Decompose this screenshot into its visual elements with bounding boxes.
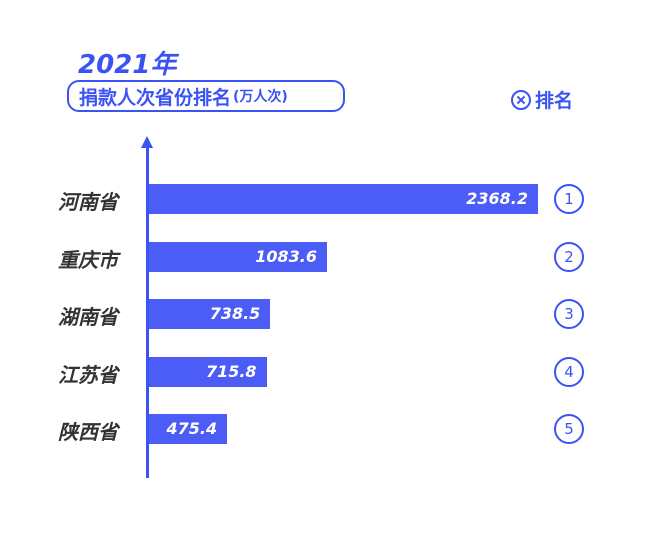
chart-title: 捐款人次省份排名 [79, 86, 232, 109]
chart-title-box: 捐款人次省份排名 (万人次) [67, 80, 345, 112]
rank-badge: 5 [554, 414, 584, 444]
axis-arrow-icon [141, 136, 153, 148]
cross-circle-icon [511, 89, 531, 110]
chart-row: 陕西省 475.4 5 [0, 414, 648, 444]
category-label: 湖南省 [58, 305, 118, 329]
category-label: 河南省 [58, 190, 118, 214]
bar-value-label: 738.5 [209, 304, 261, 323]
bar-value-label: 715.8 [205, 361, 257, 381]
y-axis-line [146, 146, 149, 478]
category-label: 重庆市 [58, 247, 118, 272]
bar [149, 299, 271, 329]
chart-row: 江苏省 715.8 4 [0, 356, 648, 387]
bar [149, 184, 538, 214]
chart-row: 重庆市 1083.6 2 [0, 241, 648, 272]
chart-row: 湖南省 738.5 3 [0, 299, 648, 329]
rank-badge: 2 [554, 241, 584, 272]
rank-badge: 4 [554, 356, 584, 387]
bar-value-label: 2368.2 [466, 189, 528, 208]
chart-year: 2021年 [78, 50, 177, 80]
bar [149, 356, 267, 387]
rank-header-label: 排名 [535, 90, 574, 112]
category-label: 陕西省 [58, 420, 118, 444]
bar-value-label: 475.4 [166, 419, 218, 438]
bar [149, 414, 228, 444]
rank-badge: 3 [554, 299, 584, 329]
rank-badge: 1 [554, 184, 584, 214]
bar [149, 241, 327, 272]
chart-unit: (万人次) [233, 89, 288, 105]
category-label: 江苏省 [58, 362, 118, 387]
bar-value-label: 1083.6 [255, 246, 317, 266]
rank-header: 排名 [511, 86, 573, 113]
chart-row: 河南省 2368.2 1 [0, 184, 648, 214]
